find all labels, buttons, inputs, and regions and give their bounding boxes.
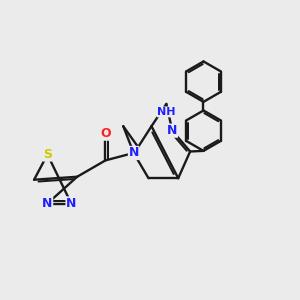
Text: N: N: [42, 197, 52, 210]
Text: O: O: [100, 127, 111, 140]
Text: NH: NH: [157, 107, 176, 117]
Text: S: S: [43, 148, 52, 161]
Text: N: N: [66, 197, 76, 210]
Text: N: N: [128, 146, 139, 160]
Text: N: N: [167, 124, 178, 137]
